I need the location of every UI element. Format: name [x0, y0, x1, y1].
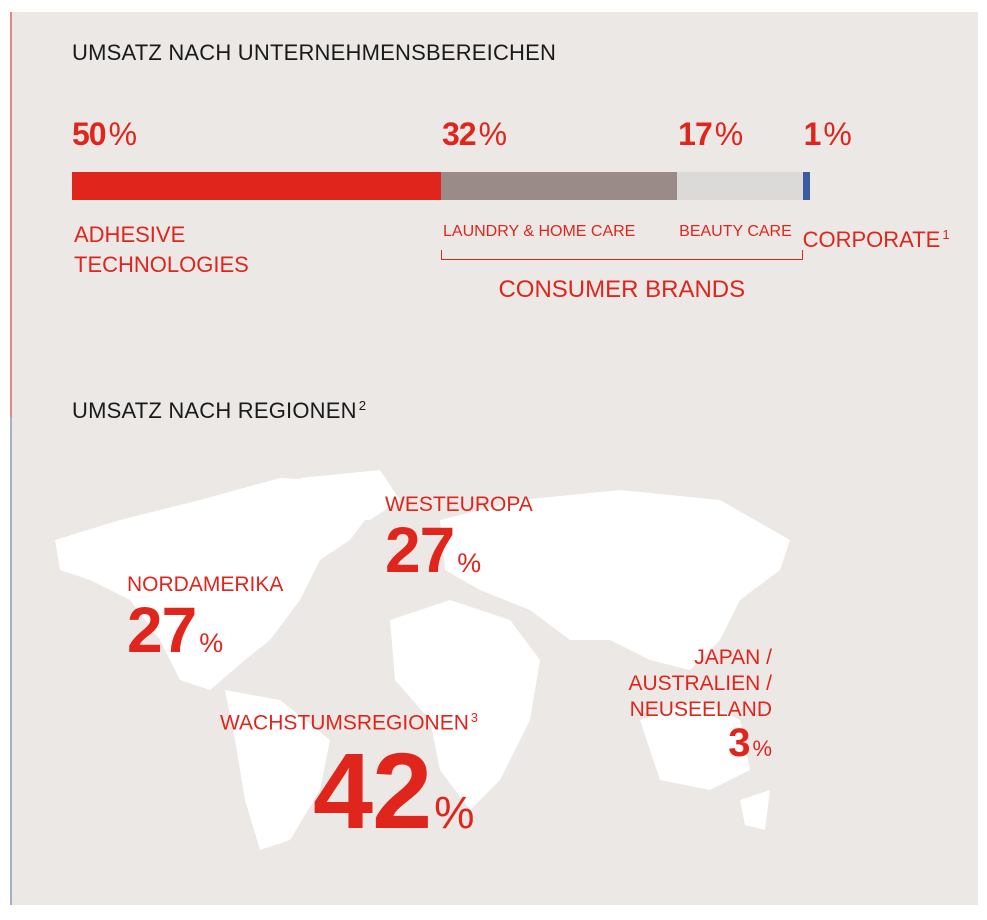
value-number: 50	[72, 116, 107, 152]
value-unit: %	[478, 116, 508, 152]
group-bracket	[441, 250, 803, 260]
group-label: CONSUMER BRANDS	[498, 276, 746, 303]
legend-entry: ADHESIVE TECHNOLOGIES	[74, 222, 249, 277]
region: WACHSTUMSREGIONEN 3 42%	[220, 705, 478, 845]
chart-title: UMSATZ NACH UNTERNEHMENSBEREICHEN	[72, 40, 557, 65]
value-number: 42	[313, 729, 432, 851]
value-label: 17%	[678, 118, 743, 150]
bar-segment	[72, 172, 441, 200]
value-unit: %	[108, 116, 138, 152]
region-name: WESTEUROPA	[385, 492, 533, 518]
edge-accent	[10, 12, 12, 417]
footnote-mark: 1	[942, 227, 950, 242]
chart-title: UMSATZ NACH REGIONEN 2	[72, 398, 366, 424]
region-value: 42%	[313, 736, 478, 845]
region: JAPAN / AUSTRALIEN / NEUSEELAND 3%	[612, 645, 772, 763]
region-name: NORDAMERIKA	[127, 572, 283, 598]
value-unit: %	[823, 116, 852, 152]
value-label: 32%	[442, 118, 507, 150]
legend-entry: BEAUTY CARE	[679, 223, 792, 240]
region-name: WACHSTUMSREGIONEN 3	[220, 705, 478, 737]
segment-name: CORPORATE 1	[803, 220, 950, 255]
footnote-mark: 3	[470, 711, 478, 725]
region-value: 27%	[385, 518, 533, 582]
legend-entry: LAUNDRY & HOME CARE	[443, 223, 636, 240]
value-label: 50%	[72, 118, 137, 150]
category-label: WESTEUROPA	[385, 493, 533, 516]
region: WESTEUROPA 27%	[385, 492, 533, 582]
segment-name: BEAUTY CARE	[679, 217, 792, 247]
value-number: 32	[442, 116, 477, 152]
value-number: 1	[803, 116, 822, 152]
bar-segment	[802, 172, 810, 200]
value-unit: %	[434, 786, 475, 838]
value-number: 3	[728, 721, 750, 765]
region-name: JAPAN / AUSTRALIEN / NEUSEELAND	[612, 645, 772, 723]
value-unit: %	[457, 548, 482, 578]
edge-accent	[10, 417, 12, 905]
bar-segment	[441, 172, 678, 200]
legend-entry: CORPORATE	[802, 226, 941, 252]
region: NORDAMERIKA 27%	[127, 572, 283, 662]
region-value: 3%	[612, 723, 772, 763]
segment-name: LAUNDRY & HOME CARE	[443, 217, 635, 247]
value-unit: %	[714, 116, 744, 152]
category-label: WACHSTUMSREGIONEN	[220, 711, 469, 735]
value-number: 27	[127, 594, 197, 666]
bar-segment	[677, 172, 803, 200]
category-label: NORDAMERIKA	[127, 573, 284, 596]
footnote-mark: 2	[358, 398, 367, 414]
segment-name: ADHESIVE TECHNOLOGIES	[74, 220, 254, 280]
title-text: UMSATZ NACH REGIONEN	[72, 398, 357, 423]
category-label: JAPAN / AUSTRALIEN / NEUSEELAND	[628, 646, 772, 721]
value-label: 1%	[804, 118, 852, 150]
region-value: 27%	[127, 598, 283, 662]
value-unit: %	[752, 736, 772, 761]
value-unit: %	[199, 628, 224, 658]
value-number: 27	[385, 514, 455, 586]
value-number: 17	[678, 116, 713, 152]
